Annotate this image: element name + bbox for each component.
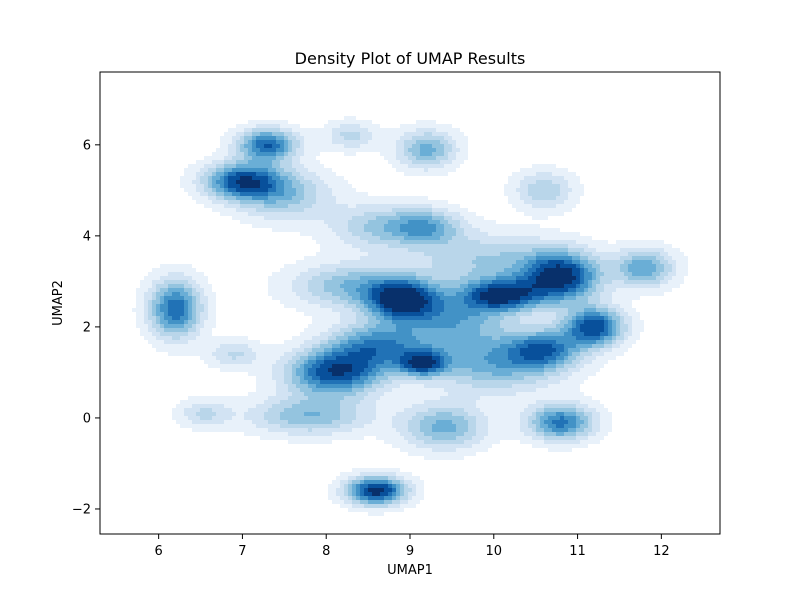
x-tick-label: 11 xyxy=(569,544,586,559)
density-band-6 xyxy=(160,136,612,500)
density-level-8 xyxy=(228,144,604,496)
y-tick-label: 0 xyxy=(83,411,91,426)
density-contours xyxy=(132,116,688,516)
density-level-1 xyxy=(132,116,688,516)
density-level-3 xyxy=(148,128,672,508)
density-band-2 xyxy=(144,124,676,508)
y-tick-label: 6 xyxy=(83,138,91,153)
x-axis-label: UMAP1 xyxy=(387,563,433,578)
density-level-2 xyxy=(144,124,676,508)
chart-title: Density Plot of UMAP Results xyxy=(295,49,526,68)
y-axis-label: UMAP2 xyxy=(51,280,66,326)
density-level-6 xyxy=(160,136,612,500)
x-tick-label: 8 xyxy=(322,544,330,559)
x-tick-label: 9 xyxy=(406,544,414,559)
y-tick-label: 4 xyxy=(83,229,91,244)
x-axis: 6 7 8 9 10 11 12 xyxy=(155,534,670,559)
y-tick-label: 2 xyxy=(83,320,91,335)
density-band-8 xyxy=(228,144,604,496)
x-tick-label: 7 xyxy=(238,544,246,559)
density-band-1 xyxy=(132,116,688,516)
x-tick-label: 10 xyxy=(486,544,503,559)
y-tick-label: −2 xyxy=(72,502,91,517)
x-tick-label: 6 xyxy=(155,544,163,559)
y-axis: −2 0 2 4 6 xyxy=(72,138,100,517)
x-tick-label: 12 xyxy=(653,544,670,559)
density-band-3 xyxy=(148,128,672,508)
